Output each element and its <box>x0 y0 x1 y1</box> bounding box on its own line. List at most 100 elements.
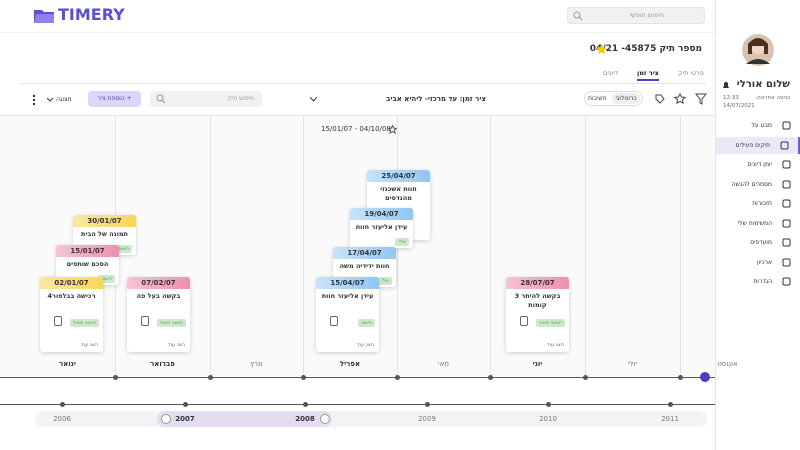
month-divider <box>210 116 211 376</box>
login-time: 12:33 <box>723 95 739 101</box>
year-label: 2009 <box>418 415 436 423</box>
year-dot <box>183 402 188 407</box>
case-search-placeholder: חיפוש תיק <box>227 95 254 102</box>
tab[interactable]: ציר זמן <box>637 69 659 81</box>
card-icon <box>520 316 528 326</box>
card-title: חוות אשכנזי מהנדסים <box>380 185 417 202</box>
nav-item[interactable]: מבט על <box>716 117 800 134</box>
year-dot <box>425 402 430 407</box>
axis-scroll[interactable] <box>700 372 710 382</box>
nav-icon <box>782 160 791 169</box>
chevron <box>47 98 54 102</box>
card-tag: חשוב מאוד <box>69 319 99 327</box>
event-card[interactable]: 28/07/07 בקשה להיתר 3 קומות חשוב מאוד הצג ע… <box>506 277 569 352</box>
search-placeholder: חיפוש חופשי <box>629 11 664 19</box>
card-tag: חשוב מאוד <box>535 319 565 327</box>
month-label: יוני <box>532 360 543 368</box>
nav-item[interactable]: הגדרות <box>716 273 800 290</box>
event-card[interactable]: 02/01/07 רכישה בבלפור4 חשוב מאוד הצג עוד <box>40 277 103 352</box>
toggle-option[interactable]: חשיבות <box>588 95 607 102</box>
month-axis <box>0 377 715 378</box>
case-search[interactable]: חיפוש תיק <box>150 91 262 107</box>
star-outline[interactable] <box>388 125 397 134</box>
year-label: 2007 <box>175 415 195 423</box>
chevron <box>310 97 317 102</box>
kebab-menu[interactable] <box>32 94 36 106</box>
bell-icon <box>723 82 729 88</box>
toolbar-icons[interactable] <box>652 93 708 105</box>
user-name: שלום אורלי <box>736 79 790 90</box>
nav-item[interactable]: ארכיון <box>716 254 800 271</box>
year-selection[interactable] <box>157 411 332 427</box>
year-dot <box>303 402 308 407</box>
range-handle[interactable] <box>161 414 171 424</box>
header <box>0 0 715 33</box>
card-date: 07/02/07 <box>127 277 190 289</box>
tab[interactable]: פרטי תיק <box>678 69 704 77</box>
nav-item[interactable]: מועדפים <box>716 234 800 251</box>
date-range: 15/01/07 - 04/10/08 <box>321 125 391 133</box>
event-card[interactable]: 17/04/07 חוות ידידיה משה שלי <box>333 247 396 287</box>
logo-icon <box>34 10 54 23</box>
card-title: חוות ידידיה משה <box>339 262 390 270</box>
card-icon <box>330 316 338 326</box>
month-label: יולי <box>627 360 638 368</box>
card-date: 30/01/07 <box>73 215 136 227</box>
nav-item[interactable]: יומן דיונים <box>716 156 800 173</box>
tab[interactable]: דיונים <box>603 69 619 77</box>
card-date: 28/07/07 <box>506 277 569 289</box>
event-card[interactable]: 19/04/07 עידן אליעזר חוות שלי <box>350 208 413 248</box>
nav-item[interactable]: תיקים פעילים <box>716 136 800 154</box>
nav-icon <box>782 277 791 286</box>
year-label: 2006 <box>53 415 71 423</box>
month-label: מאי <box>438 360 449 368</box>
year-strip <box>35 411 707 427</box>
card-more[interactable]: הצג עוד <box>167 342 185 348</box>
event-card[interactable]: 15/04/07 עידן אליעזר חוות חשוב הצג עוד <box>316 277 379 352</box>
nav-item[interactable]: מסמכים להגשה <box>716 176 800 193</box>
add-timeline-button[interactable]: + הוספת ציר <box>88 91 141 107</box>
sort-toggle[interactable]: כרונולוגי חשיבות <box>584 91 643 106</box>
event-card[interactable]: 07/02/07 בקשה בעל פה חשוב מאוד הצג עוד <box>127 277 190 352</box>
card-more[interactable]: הצג עוד <box>80 342 98 348</box>
year-dot <box>60 402 65 407</box>
logo: TIMERY <box>58 5 125 24</box>
card-title: רכישה בבלפור4 <box>47 292 96 300</box>
login-date: 14/07/2021 <box>723 103 755 109</box>
nav-icon <box>782 121 791 130</box>
card-tag: שלי <box>395 238 409 246</box>
view-select[interactable]: תצוגה <box>56 96 72 103</box>
card-title: עידן אליעזר חוות <box>355 223 408 231</box>
card-tag: חשוב <box>357 319 375 327</box>
card-tag: חשוב <box>97 275 115 283</box>
card-date: 17/04/07 <box>333 247 396 259</box>
card-tag: חשוב מאוד <box>156 319 186 327</box>
month-divider <box>680 116 681 376</box>
range-handle[interactable] <box>320 414 330 424</box>
toggle-option[interactable]: כרונולוגי <box>612 93 640 104</box>
card-title: בקשה להיתר 3 קומות <box>514 292 561 309</box>
sidebar <box>715 0 800 450</box>
nav-item[interactable]: המשימות שלי <box>716 215 800 232</box>
year-dot <box>546 402 551 407</box>
month-label: אפריל <box>339 360 361 368</box>
timeline-select[interactable]: ציר זמן: עד מרכזי- ליהיא אביב <box>386 95 486 103</box>
year-axis <box>0 404 715 405</box>
month-divider <box>303 116 304 376</box>
star-icon <box>596 44 607 55</box>
card-more[interactable]: הצג עוד <box>356 342 374 348</box>
nav-icon <box>782 238 791 247</box>
card-more[interactable]: הצג עוד <box>546 342 564 348</box>
card-date: 19/04/07 <box>350 208 413 220</box>
month-divider <box>585 116 586 376</box>
year-label: 2010 <box>539 415 557 423</box>
search-icon <box>156 94 166 104</box>
nav-icon <box>782 258 791 266</box>
year-label: 2011 <box>661 415 679 423</box>
card-title: תמונה של הבית <box>81 230 128 238</box>
nav-item[interactable]: תזכורות <box>716 195 800 212</box>
card-title: הסכם שותפים <box>66 260 109 268</box>
month-label: אוגוסט <box>717 360 738 368</box>
search-box[interactable]: חיפוש חופשי <box>567 7 705 24</box>
